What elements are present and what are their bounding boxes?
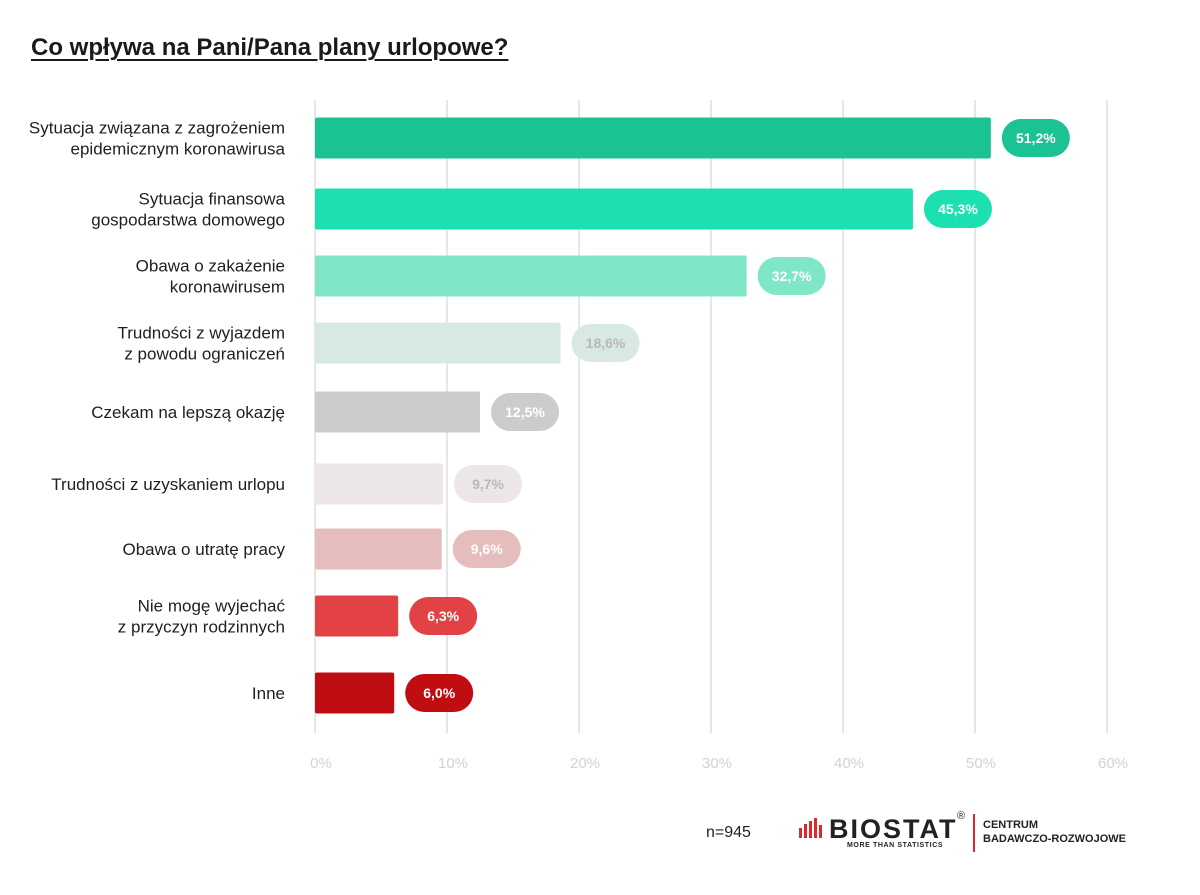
data-label: 6,3%: [427, 608, 459, 624]
category-label: Nie mogę wyjechać: [138, 597, 286, 616]
bar: [315, 672, 395, 714]
bar: [315, 528, 442, 570]
category-label: Trudności z uzyskaniem urlopu: [51, 475, 285, 494]
data-label-pill: [571, 324, 640, 362]
category-label: z przyczyn rodzinnych: [118, 618, 285, 637]
category-label: Trudności z wyjazdem: [117, 324, 285, 343]
bar-chart: 0% 10% 20% 30% 40% 50% 60% Sytuacja związana z …: [29, 100, 1128, 772]
data-label-pill: [405, 674, 474, 712]
data-label: 45,3%: [938, 201, 978, 217]
bar: [315, 255, 747, 297]
category-label: koronawirusem: [170, 278, 285, 297]
data-label-pill: [491, 393, 559, 431]
logo-tagline: MORE THAN STATISTICS: [847, 842, 944, 849]
logo-registered-mark: ®: [957, 810, 966, 822]
data-label: 9,6%: [471, 541, 503, 557]
chart-title: Co wpływa na Pani/Pana plany urlopowe?: [31, 34, 509, 61]
data-label-pill: [1001, 119, 1070, 157]
category-label: z powodu ograniczeń: [124, 345, 285, 364]
bar: [315, 595, 399, 637]
data-label-pill: [923, 190, 992, 228]
data-label: 32,7%: [772, 268, 812, 284]
bar: [315, 463, 444, 505]
x-tick-label: 20%: [570, 755, 600, 772]
data-label-pill: [409, 597, 478, 635]
category-label: Czekam na lepszą okazję: [91, 403, 285, 422]
logo-side-text: CENTRUM BADAWCZO-ROZWOJOWE: [983, 818, 1126, 846]
category-label: Obawa o utratę pracy: [122, 540, 285, 559]
data-label: 9,7%: [472, 476, 504, 492]
bar: [315, 117, 991, 159]
category-label: Sytuacja finansowa: [139, 190, 286, 209]
bar: [315, 188, 913, 230]
biostat-logo: BIOSTAT ® MORE THAN STATISTICS CENTRUM B…: [797, 810, 1137, 856]
bar-logo-icon: [799, 818, 822, 838]
category-label: Inne: [252, 684, 285, 703]
data-label: 6,0%: [423, 685, 455, 701]
x-tick-label: 30%: [702, 755, 732, 772]
x-tick-label: 0%: [310, 755, 332, 772]
x-tick-label: 50%: [966, 755, 996, 772]
logo-wordmark: BIOSTAT: [829, 814, 958, 844]
data-label-pill: [452, 530, 521, 568]
category-label: epidemicznym koronawirusa: [71, 140, 286, 159]
category-label: Sytuacja związana z zagrożeniem: [29, 119, 285, 138]
data-label-pill: [757, 257, 826, 295]
logo-side-line-2: BADAWCZO-ROZWOJOWE: [983, 833, 1126, 845]
logo-divider: [973, 814, 975, 852]
data-label: 12,5%: [505, 404, 545, 420]
bar: [315, 322, 561, 364]
category-label: Obawa o zakażenie: [136, 257, 285, 276]
bar: [315, 391, 480, 433]
x-tick-label: 60%: [1098, 755, 1128, 772]
logo-side-line-1: CENTRUM: [983, 819, 1038, 831]
category-label: gospodarstwa domowego: [91, 211, 285, 230]
data-label: 51,2%: [1016, 130, 1056, 146]
sample-size-label: n=945: [706, 824, 751, 841]
data-label: 18,6%: [586, 335, 626, 351]
x-tick-label: 10%: [438, 755, 468, 772]
data-label-pill: [454, 465, 523, 503]
x-tick-label: 40%: [834, 755, 864, 772]
